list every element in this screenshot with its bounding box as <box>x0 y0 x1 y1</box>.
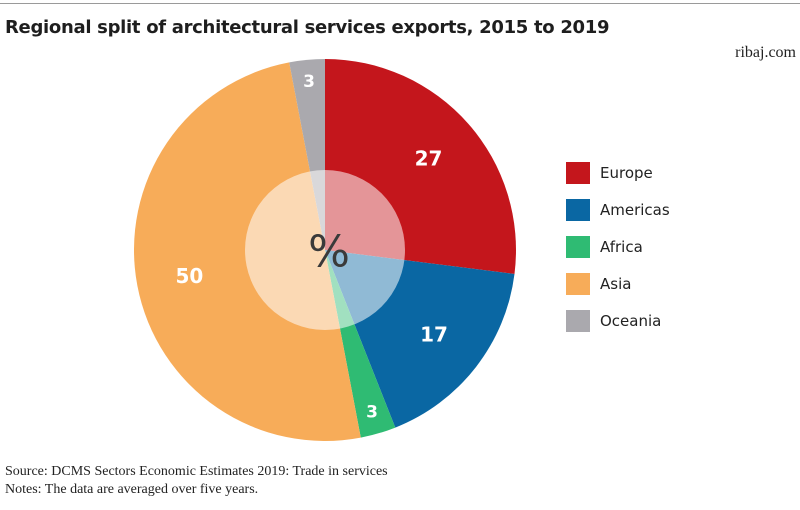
legend-swatch <box>566 199 590 221</box>
center-overlay <box>245 170 405 330</box>
legend-item-oceania: Oceania <box>566 310 766 332</box>
source-note: Source: DCMS Sectors Economic Estimates … <box>5 464 388 479</box>
slice-value-label-asia: 50 <box>175 264 203 288</box>
legend-item-asia: Asia <box>566 273 766 295</box>
legend-label: Europe <box>600 164 653 182</box>
legend-swatch <box>566 273 590 295</box>
legend-item-americas: Americas <box>566 199 766 221</box>
legend-swatch <box>566 310 590 332</box>
brand-label: ribaj.com <box>735 44 796 61</box>
center-percent-label: % <box>308 227 350 278</box>
legend-label: Africa <box>600 238 643 256</box>
slice-value-label-europe: 27 <box>415 147 443 171</box>
slice-value-label-oceania: 3 <box>303 72 315 92</box>
slice-value-label-americas: 17 <box>420 323 448 347</box>
chart-title: Regional split of architectural services… <box>5 17 610 38</box>
slice-labels: 27 17 3 50 3 <box>175 72 448 422</box>
legend-item-africa: Africa <box>566 236 766 258</box>
legend-swatch <box>566 162 590 184</box>
legend-item-europe: Europe <box>566 162 766 184</box>
footer: Source: DCMS Sectors Economic Estimates … <box>5 463 388 499</box>
slice-value-label-africa: 3 <box>366 402 378 422</box>
legend-label: Oceania <box>600 312 662 330</box>
legend-swatch <box>566 236 590 258</box>
legend-label: Americas <box>600 201 670 219</box>
top-rule <box>0 3 800 4</box>
legend-label: Asia <box>600 275 632 293</box>
notes-text: Notes: The data are averaged over five y… <box>5 482 259 497</box>
